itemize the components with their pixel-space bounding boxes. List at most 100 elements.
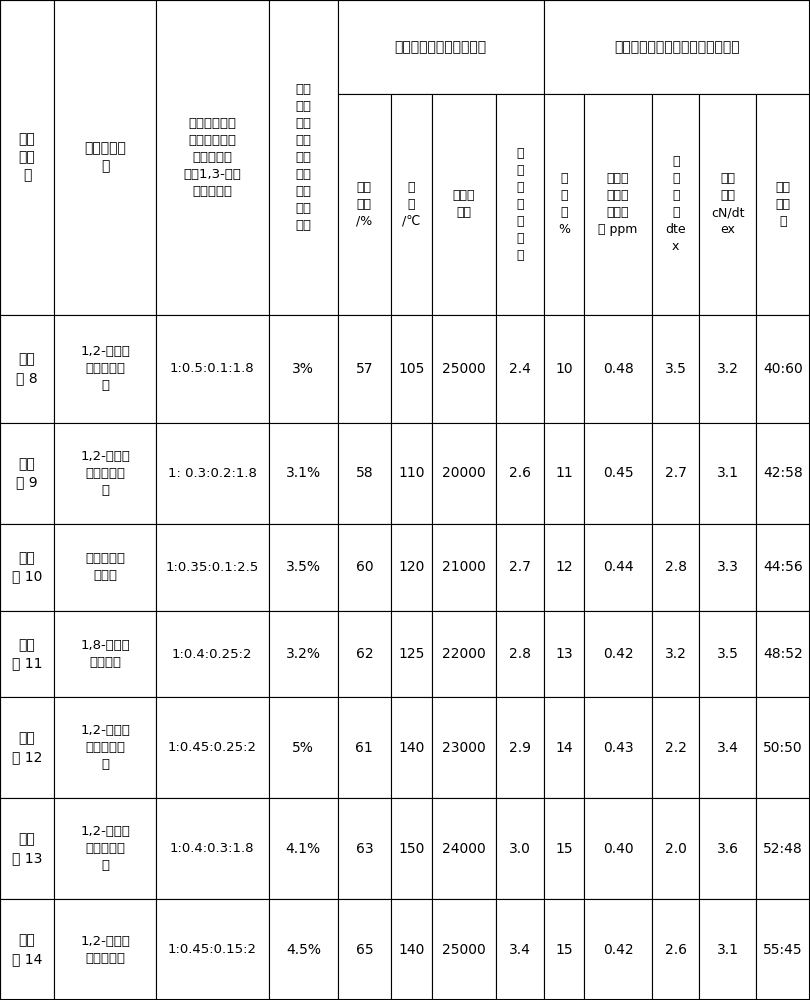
Text: 14: 14: [555, 741, 573, 755]
Text: 2.7: 2.7: [509, 560, 531, 574]
Text: 15: 15: [555, 943, 573, 957]
Bar: [584, 423, 652, 524]
Text: 25000: 25000: [442, 362, 486, 376]
Bar: [156, 423, 269, 524]
Bar: [54, 0, 156, 315]
Bar: [584, 899, 652, 1000]
Bar: [756, 94, 810, 315]
Text: 低熔点聚酯产品性能参数: 低熔点聚酯产品性能参数: [394, 40, 487, 54]
Text: 5%: 5%: [292, 741, 314, 755]
Text: 0.45: 0.45: [603, 466, 633, 480]
Bar: [269, 315, 338, 423]
Bar: [699, 611, 756, 697]
Bar: [54, 798, 156, 899]
Text: 分子量调节
剂: 分子量调节 剂: [84, 141, 126, 173]
Text: 15: 15: [555, 842, 573, 856]
Bar: [390, 315, 432, 423]
Bar: [584, 697, 652, 798]
Bar: [390, 798, 432, 899]
Bar: [269, 423, 338, 524]
Bar: [338, 798, 390, 899]
Bar: [699, 315, 756, 423]
Bar: [269, 0, 338, 315]
Bar: [156, 611, 269, 697]
Bar: [156, 697, 269, 798]
Bar: [338, 423, 390, 524]
Bar: [756, 697, 810, 798]
Text: 58: 58: [356, 466, 373, 480]
Bar: [544, 798, 584, 899]
Text: 2.6: 2.6: [509, 466, 531, 480]
Bar: [496, 315, 544, 423]
Bar: [390, 697, 432, 798]
Text: 1:0.45:0.15:2: 1:0.45:0.15:2: [168, 943, 257, 956]
Bar: [432, 798, 496, 899]
Text: 结晶性低熔点聚酯纤维的性能参数: 结晶性低熔点聚酯纤维的性能参数: [614, 40, 740, 54]
Text: 60: 60: [356, 560, 373, 574]
Text: 2.0: 2.0: [665, 842, 687, 856]
Text: 1:0.4:0.25:2: 1:0.4:0.25:2: [172, 648, 253, 661]
Text: 1,2-环戊烷
二甲酸二乙: 1,2-环戊烷 二甲酸二乙: [80, 935, 130, 965]
Text: 结
晶
度
%: 结 晶 度 %: [558, 172, 570, 236]
Text: 1:0.45:0.25:2: 1:0.45:0.25:2: [168, 741, 257, 754]
Bar: [756, 315, 810, 423]
Bar: [584, 524, 652, 611]
Text: 2.2: 2.2: [665, 741, 687, 755]
Text: 数均分
子量: 数均分 子量: [453, 189, 475, 219]
Bar: [652, 524, 699, 611]
Bar: [496, 899, 544, 1000]
Text: 1,2-环戊烷
二甲酸二甲
脂: 1,2-环戊烷 二甲酸二甲 脂: [80, 450, 130, 497]
Bar: [54, 697, 156, 798]
Text: 1:0.4:0.3:1.8: 1:0.4:0.3:1.8: [170, 842, 254, 855]
Text: 48:52: 48:52: [763, 647, 803, 661]
Bar: [269, 899, 338, 1000]
Text: 2.8: 2.8: [509, 647, 531, 661]
Bar: [390, 611, 432, 697]
Text: 3.2: 3.2: [717, 362, 739, 376]
Text: 57: 57: [356, 362, 373, 376]
Bar: [544, 0, 810, 94]
Text: 实施
例 8: 实施 例 8: [16, 353, 38, 385]
Text: 1:0.5:0.1:1.8: 1:0.5:0.1:1.8: [170, 362, 254, 375]
Bar: [584, 798, 652, 899]
Bar: [156, 899, 269, 1000]
Bar: [0, 611, 54, 697]
Text: 125: 125: [399, 647, 424, 661]
Bar: [544, 899, 584, 1000]
Bar: [652, 798, 699, 899]
Text: 42:58: 42:58: [763, 466, 803, 480]
Bar: [156, 798, 269, 899]
Text: 3.5: 3.5: [665, 362, 687, 376]
Bar: [756, 899, 810, 1000]
Text: 3.4: 3.4: [717, 741, 739, 755]
Bar: [0, 315, 54, 423]
Text: 0.42: 0.42: [603, 943, 633, 957]
Text: 3.2: 3.2: [665, 647, 687, 661]
Bar: [496, 94, 544, 315]
Text: 2.8: 2.8: [665, 560, 687, 574]
Text: 3.6: 3.6: [717, 842, 739, 856]
Text: 实施
例序
号: 实施 例序 号: [19, 132, 36, 183]
Bar: [652, 611, 699, 697]
Text: 21000: 21000: [442, 560, 486, 574]
Bar: [699, 423, 756, 524]
Text: 12: 12: [555, 560, 573, 574]
Text: 1,2-环己烷
二甲酸二甲
脂: 1,2-环己烷 二甲酸二甲 脂: [80, 345, 130, 392]
Bar: [269, 697, 338, 798]
Text: 40:60: 40:60: [763, 362, 803, 376]
Bar: [156, 315, 269, 423]
Text: 2.7: 2.7: [665, 466, 687, 480]
Bar: [699, 524, 756, 611]
Bar: [544, 697, 584, 798]
Text: 对苯二甲酸、
间苯二甲酸、
一缩二丙二
醇与1,3-丙二
醇的摩尔比: 对苯二甲酸、 间苯二甲酸、 一缩二丙二 醇与1,3-丙二 醇的摩尔比: [183, 117, 241, 198]
Bar: [0, 798, 54, 899]
Bar: [652, 899, 699, 1000]
Text: 实施
例 13: 实施 例 13: [12, 832, 42, 865]
Bar: [544, 94, 584, 315]
Bar: [432, 94, 496, 315]
Text: 分子
量调
节剂
的加
入量
为苯
二甲
酸摩
尔数: 分子 量调 节剂 的加 入量 为苯 二甲 酸摩 尔数: [296, 83, 311, 232]
Text: 实施
例 10: 实施 例 10: [12, 551, 42, 583]
Text: 105: 105: [399, 362, 424, 376]
Bar: [544, 315, 584, 423]
Text: 1: 0.3:0.2:1.8: 1: 0.3:0.2:1.8: [168, 467, 257, 480]
